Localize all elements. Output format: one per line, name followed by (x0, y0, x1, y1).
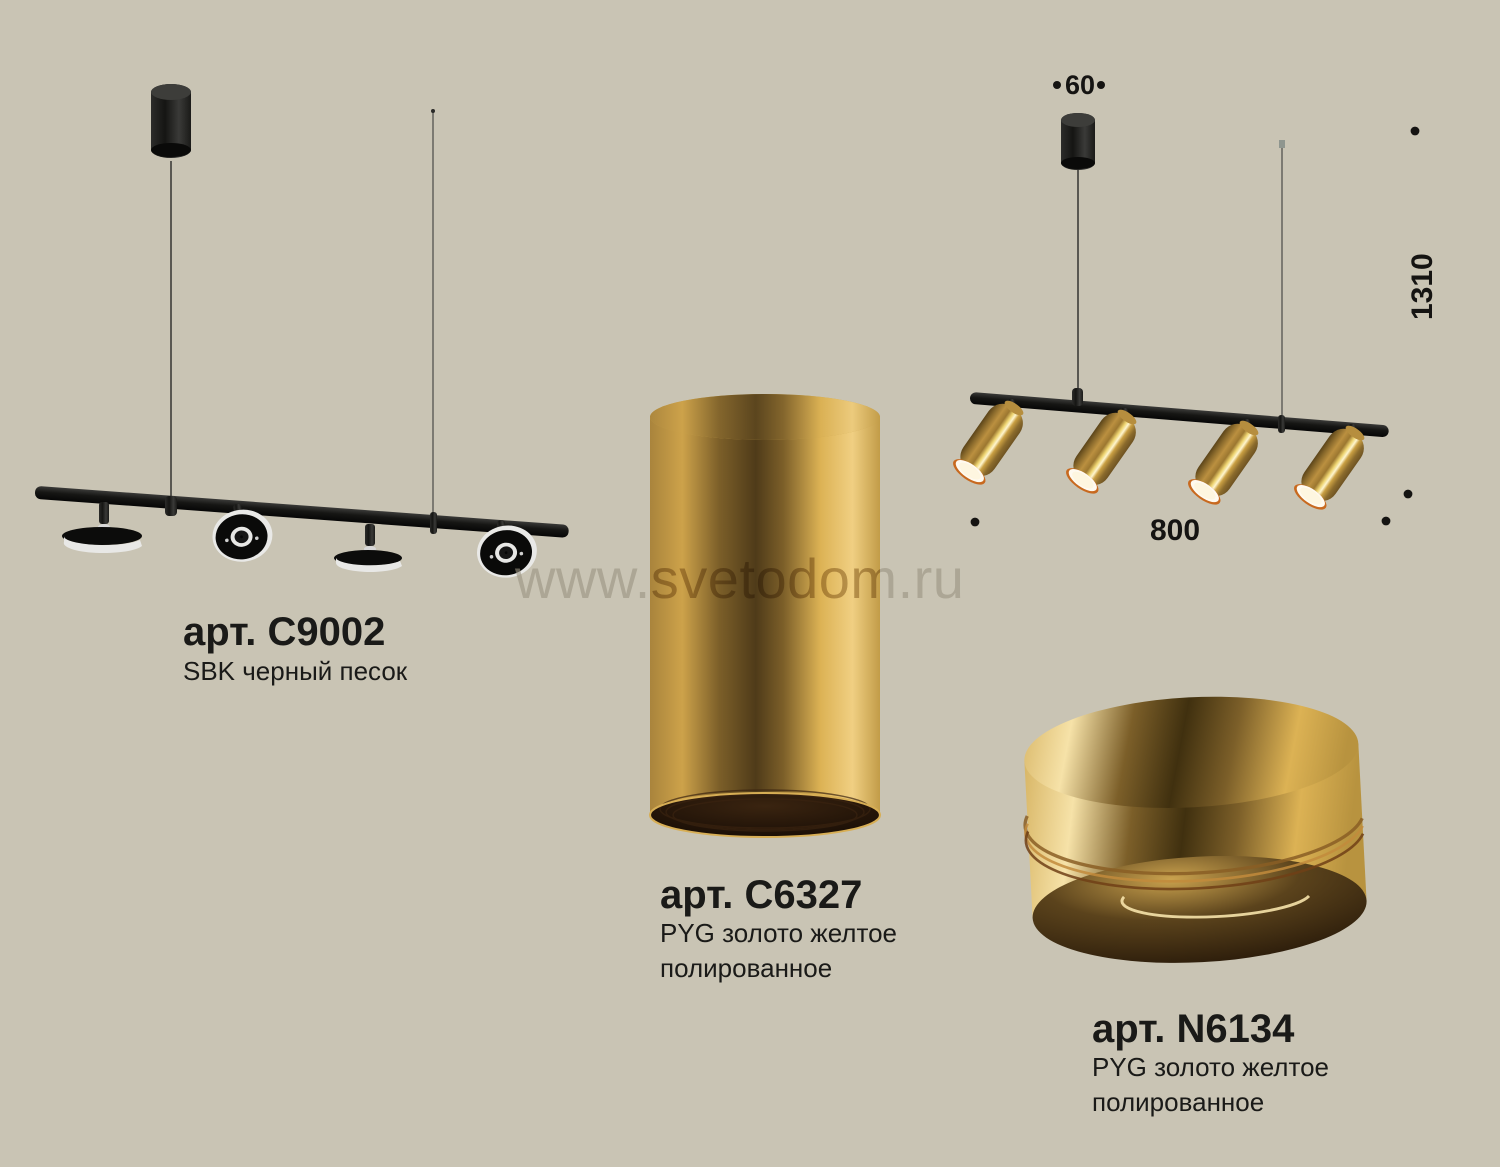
svg-text:арт. C9002: арт. C9002 (183, 610, 385, 654)
svg-text:полированное: полированное (660, 953, 832, 983)
svg-text:арт. N6134: арт. N6134 (1092, 1007, 1295, 1051)
svg-text:арт. C6327: арт. C6327 (660, 873, 862, 917)
svg-text:PYG золото желтое: PYG золото желтое (660, 918, 897, 948)
svg-text:60: 60 (1065, 70, 1095, 100)
svg-text:PYG золото желтое: PYG золото желтое (1092, 1052, 1329, 1082)
svg-text:SBK черный песок: SBK черный песок (183, 656, 408, 686)
svg-text:1310: 1310 (1406, 253, 1439, 320)
svg-text:полированное: полированное (1092, 1087, 1264, 1117)
svg-text:800: 800 (1150, 514, 1200, 547)
